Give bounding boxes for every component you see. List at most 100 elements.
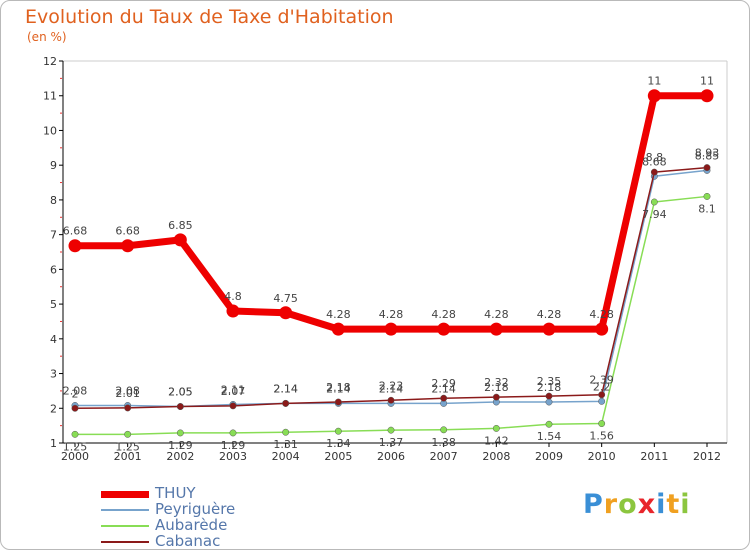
legend-swatch bbox=[101, 509, 149, 511]
x-tick-label: 2003 bbox=[219, 450, 247, 463]
y-tick-label: 2 bbox=[50, 402, 57, 415]
y-tick-label: 5 bbox=[50, 298, 57, 311]
data-point bbox=[334, 427, 342, 435]
legend-swatch bbox=[101, 490, 149, 498]
data-label: 8.8 bbox=[646, 151, 664, 164]
data-point bbox=[71, 430, 79, 438]
data-label: 2.29 bbox=[431, 377, 456, 390]
x-tick-label: 2006 bbox=[377, 450, 405, 463]
legend-label: THUY bbox=[155, 484, 196, 502]
data-label: 1.54 bbox=[537, 430, 562, 443]
proxiti-logo: Proxiti bbox=[583, 489, 691, 520]
data-label: 4.75 bbox=[273, 292, 298, 305]
data-point bbox=[650, 168, 658, 176]
data-point bbox=[282, 399, 290, 407]
x-tick-label: 2000 bbox=[61, 450, 89, 463]
data-label: 8.68 bbox=[642, 155, 667, 168]
data-label: 4.28 bbox=[484, 308, 509, 321]
data-label: 4.28 bbox=[431, 308, 456, 321]
data-label: 4.28 bbox=[379, 308, 404, 321]
data-point bbox=[68, 239, 82, 253]
y-tick-label: 4 bbox=[50, 333, 57, 346]
data-label: 1.29 bbox=[168, 439, 193, 452]
data-point bbox=[124, 430, 132, 438]
legend-swatch bbox=[101, 541, 149, 543]
data-label: 2.14 bbox=[326, 382, 351, 395]
y-tick-label: 7 bbox=[50, 229, 57, 242]
data-label: 7.94 bbox=[642, 208, 667, 221]
x-tick-label: 2010 bbox=[588, 450, 616, 463]
data-point bbox=[384, 322, 398, 336]
chart-title: Evolution du Taux de Taxe d'Habitation bbox=[25, 6, 394, 28]
logo-letter: x bbox=[637, 489, 657, 520]
data-label: 2.01 bbox=[115, 387, 140, 400]
data-point bbox=[595, 322, 609, 336]
data-point bbox=[650, 198, 658, 206]
data-label: 8.93 bbox=[695, 147, 720, 160]
series-line-thuy bbox=[75, 92, 707, 333]
data-label: 4.28 bbox=[589, 308, 614, 321]
y-tick-label: 6 bbox=[50, 263, 57, 276]
data-point bbox=[229, 429, 237, 437]
logo-letter: r bbox=[603, 489, 619, 520]
x-tick-label: 2001 bbox=[114, 450, 142, 463]
data-label: 2 bbox=[72, 387, 79, 400]
data-label: 1.29 bbox=[221, 439, 246, 452]
data-point bbox=[229, 402, 237, 410]
data-point bbox=[598, 391, 606, 399]
data-point bbox=[647, 89, 661, 103]
y-tick-label: 9 bbox=[50, 159, 57, 172]
data-label: 2.39 bbox=[589, 374, 614, 387]
data-label: 4.28 bbox=[326, 308, 351, 321]
logo-letter: P bbox=[583, 489, 604, 520]
data-point bbox=[282, 428, 290, 436]
data-label: 1.56 bbox=[589, 430, 614, 443]
data-label: 1.31 bbox=[273, 438, 298, 451]
data-label: 2.14 bbox=[273, 382, 298, 395]
data-label: 2.18 bbox=[537, 381, 562, 394]
data-point bbox=[542, 322, 556, 336]
data-point bbox=[598, 420, 606, 428]
data-label: 2.08 bbox=[115, 384, 140, 397]
logo-letter: t bbox=[666, 489, 681, 520]
data-label: 8.1 bbox=[698, 202, 716, 215]
data-point bbox=[545, 420, 553, 428]
y-tick-label: 11 bbox=[43, 90, 57, 103]
x-tick-label: 2005 bbox=[324, 450, 352, 463]
data-point bbox=[71, 404, 79, 412]
data-point bbox=[545, 398, 553, 406]
data-label: 8.85 bbox=[695, 149, 720, 162]
data-label: 2.2 bbox=[593, 380, 611, 393]
data-label: 2.18 bbox=[326, 381, 351, 394]
data-label: 4.8 bbox=[224, 290, 242, 303]
legend-label: Cabanac bbox=[155, 532, 221, 550]
x-tick-label: 2007 bbox=[430, 450, 458, 463]
legend-label: Aubarède bbox=[155, 516, 228, 534]
data-label: 2.11 bbox=[221, 383, 246, 396]
data-label: 11 bbox=[647, 75, 661, 88]
data-point bbox=[121, 239, 135, 253]
y-tick-label: 1 bbox=[50, 437, 57, 450]
data-point bbox=[124, 404, 132, 412]
data-point bbox=[279, 306, 293, 320]
chart-subtitle: (en %) bbox=[27, 30, 67, 44]
data-label: 2.14 bbox=[273, 382, 298, 395]
data-label: 6.68 bbox=[115, 225, 140, 238]
data-point bbox=[440, 426, 448, 434]
data-point bbox=[176, 403, 184, 410]
x-tick-label: 2011 bbox=[640, 450, 668, 463]
y-tick-label: 3 bbox=[50, 368, 57, 381]
data-label: 1.38 bbox=[431, 436, 456, 449]
data-point bbox=[173, 233, 187, 247]
data-point bbox=[226, 304, 240, 318]
data-label: 1.42 bbox=[484, 434, 509, 447]
data-point bbox=[545, 392, 553, 400]
data-label: 2.18 bbox=[484, 381, 509, 394]
data-label: 2.23 bbox=[379, 379, 404, 392]
data-label: 2.14 bbox=[379, 382, 404, 395]
data-label: 2.05 bbox=[168, 386, 193, 399]
x-tick-label: 2009 bbox=[535, 450, 563, 463]
